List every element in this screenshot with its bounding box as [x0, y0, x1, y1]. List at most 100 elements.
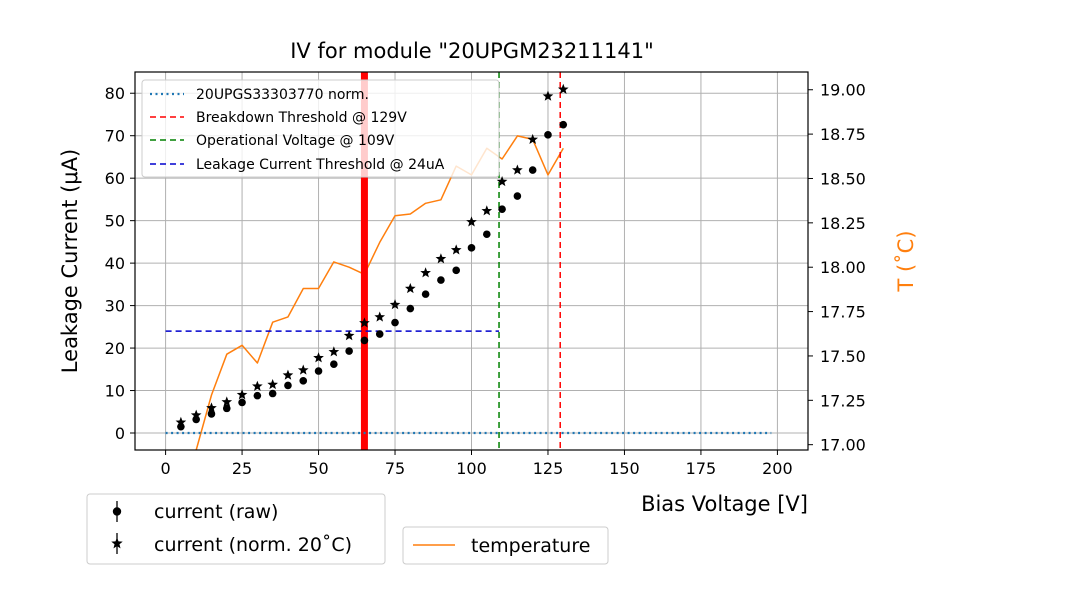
- x-tick-label: 0: [160, 459, 170, 478]
- point-raw: [284, 381, 292, 390]
- x-axis-ticks: 0 25 50 75 100 125 150 175 200: [160, 450, 793, 478]
- point-raw: [513, 192, 522, 200]
- temperature-line: [195, 135, 564, 451]
- point-norm: [435, 253, 447, 264]
- point-raw: [482, 230, 491, 239]
- point-raw: [544, 131, 552, 139]
- point-norm: [481, 205, 493, 216]
- point-raw: [238, 398, 246, 407]
- point-raw: [253, 391, 262, 400]
- point-norm: [466, 216, 477, 227]
- chart-title: IV for module "20UPGM23211141": [290, 39, 654, 63]
- legend-label-norm: current (norm. 20˚C): [154, 534, 352, 556]
- point-raw: [452, 266, 461, 275]
- point-raw: [375, 330, 384, 338]
- y-tick-label: 70: [105, 127, 125, 146]
- point-raw: [345, 347, 353, 355]
- point-norm: [389, 299, 401, 310]
- point-norm: [527, 133, 539, 145]
- point-raw: [498, 205, 506, 213]
- legend-inner: 20UPGS33303770 norm. Breakdown Threshold…: [141, 79, 500, 178]
- legend-label-reference-norm: 20UPGS33303770 norm.: [196, 87, 369, 103]
- point-norm: [313, 352, 324, 363]
- legend-marker-norm: [111, 537, 123, 549]
- point-norm: [221, 396, 233, 407]
- legend-temperature-box: [402, 526, 609, 565]
- point-raw: [406, 304, 415, 313]
- point-norm: [496, 175, 508, 187]
- y-tick-label: 60: [105, 169, 125, 188]
- y2-tick-label: 18.75: [820, 125, 866, 144]
- y2-tick-label: 17.75: [820, 303, 866, 322]
- y2-tick-label: 17.50: [820, 347, 866, 366]
- y2-tick-label: 18.00: [820, 258, 866, 277]
- point-norm: [420, 267, 431, 278]
- y2-tick-label: 19.00: [820, 81, 866, 100]
- y-tick-label: 20: [105, 339, 125, 358]
- point-norm: [267, 378, 278, 390]
- point-raw: [528, 166, 537, 174]
- point-raw: [314, 367, 323, 375]
- y-tick-label: 40: [105, 254, 125, 273]
- legend-marker-raw: [112, 507, 122, 516]
- point-raw: [437, 276, 445, 284]
- x-tick-label: 25: [232, 459, 252, 478]
- point-raw: [299, 376, 308, 385]
- point-norm: [252, 380, 263, 391]
- y2-tick-label: 18.25: [820, 214, 866, 233]
- legend-label-leakage-threshold: Leakage Current Threshold @ 24uA: [196, 157, 445, 173]
- x-tick-label: 200: [762, 459, 793, 478]
- temperature-layer: [195, 135, 564, 451]
- point-raw: [330, 360, 338, 369]
- y2-tick-label: 17.25: [820, 391, 866, 410]
- point-norm: [297, 364, 309, 375]
- y-axis-label: Leakage Current (μA): [58, 149, 82, 373]
- point-raw: [421, 290, 430, 298]
- point-norm: [343, 330, 355, 341]
- y-axis-ticks: 0 10 20 30 40 50 60 70 80: [105, 84, 135, 443]
- point-norm: [557, 83, 569, 94]
- point-raw: [391, 318, 399, 327]
- point-norm: [282, 369, 294, 380]
- x-tick-label: 75: [385, 459, 405, 478]
- point-raw: [268, 389, 277, 398]
- legend-inner-box: [141, 79, 500, 178]
- point-norm: [512, 164, 523, 175]
- legend-label-raw: current (raw): [154, 501, 278, 523]
- legend-label-breakdown: Breakdown Threshold @ 129V: [196, 110, 407, 126]
- x-axis-label: Bias Voltage [V]: [641, 492, 808, 516]
- point-norm: [190, 409, 202, 420]
- x-tick-label: 150: [609, 459, 640, 478]
- legend-current-box: [86, 493, 386, 565]
- legend-label-temperature: temperature: [471, 535, 590, 557]
- x-tick-label: 125: [533, 459, 564, 478]
- y2-axis-ticks: 17.00 17.25 17.50 17.75 18.00 18.25 18.50 18.75…: [808, 81, 866, 455]
- legend-current: current (raw) current (norm. 20˚C): [86, 493, 386, 565]
- legend-temperature: temperature: [402, 526, 609, 565]
- point-norm: [175, 416, 187, 427]
- y-tick-label: 80: [105, 84, 125, 103]
- y-tick-label: 10: [105, 382, 125, 401]
- point-raw: [559, 120, 568, 129]
- y-tick-label: 30: [105, 297, 125, 316]
- x-tick-label: 175: [686, 459, 717, 478]
- point-raw: [360, 336, 369, 345]
- point-norm: [450, 244, 462, 255]
- point-raw: [207, 410, 216, 418]
- data-points: [175, 83, 569, 431]
- point-norm: [542, 90, 554, 101]
- point-raw: [222, 404, 231, 413]
- y2-tick-label: 17.00: [820, 436, 866, 455]
- point-norm: [374, 311, 386, 322]
- point-norm: [206, 402, 217, 413]
- x-tick-label: 100: [456, 459, 487, 478]
- point-raw: [467, 244, 476, 252]
- legend-label-operational: Operational Voltage @ 109V: [196, 133, 395, 149]
- y-tick-label: 0: [115, 424, 125, 443]
- point-norm: [359, 317, 370, 328]
- y2-tick-label: 18.50: [820, 169, 866, 188]
- point-norm: [404, 283, 416, 294]
- y-tick-label: 50: [105, 212, 125, 231]
- point-norm: [236, 389, 248, 400]
